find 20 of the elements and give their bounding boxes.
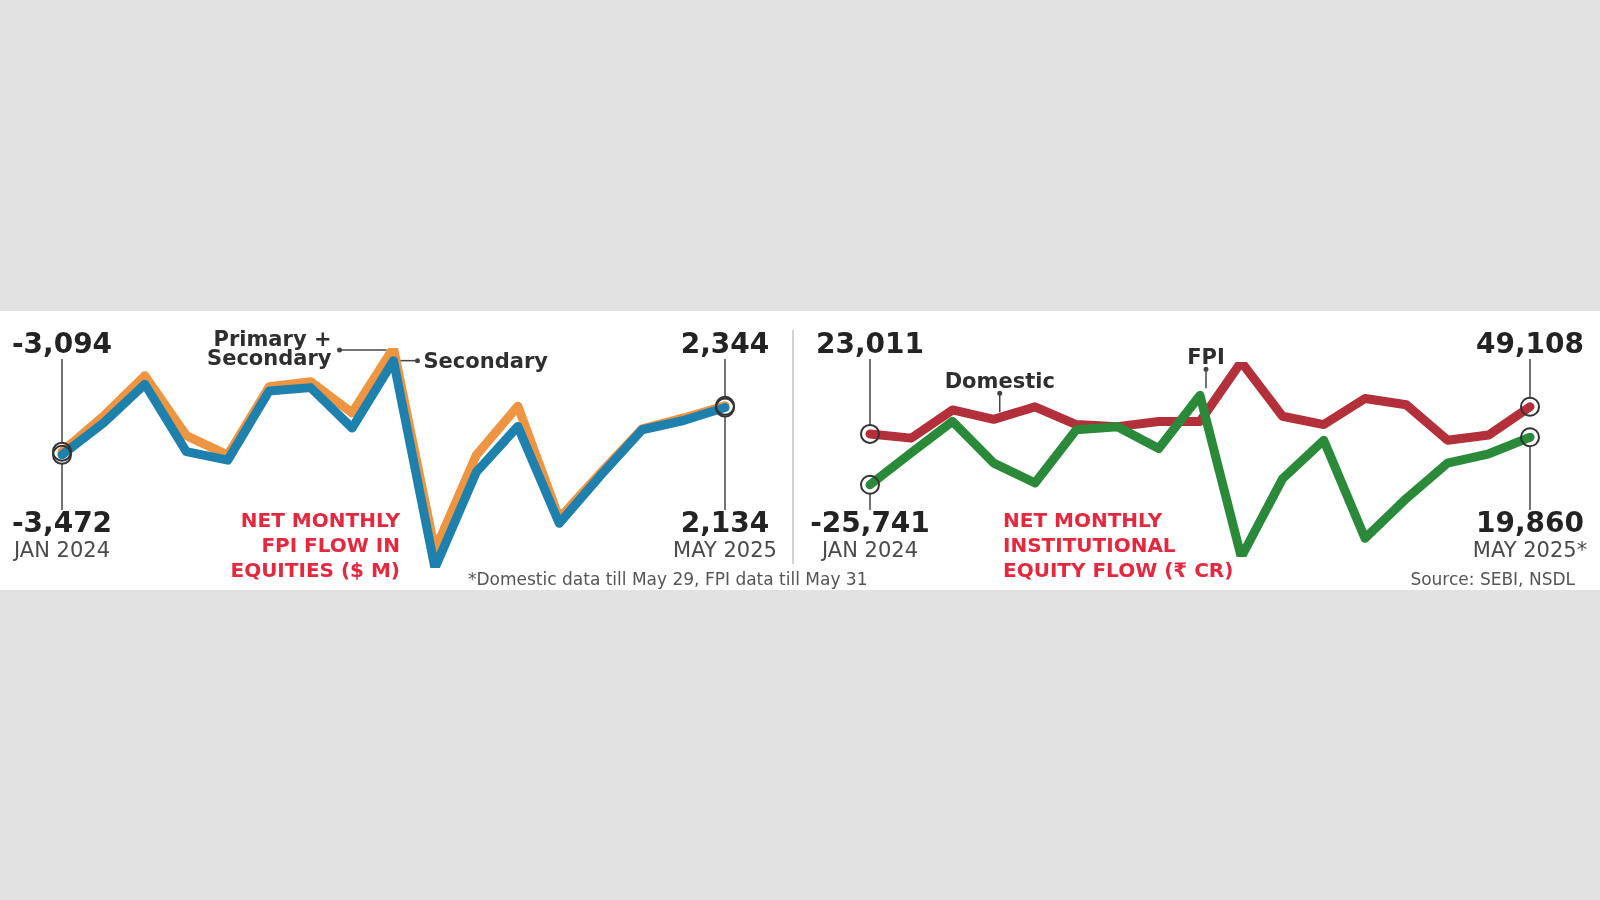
series-label: Primary + Secondary <box>207 327 332 370</box>
data-label: 2,344 <box>680 327 770 360</box>
text: *Domestic data till May 29, FPI data till May 31 <box>468 569 868 589</box>
data-label: -3,472 <box>11 506 113 539</box>
x-tick-label: JAN 2024 <box>819 538 919 562</box>
data-label: -25,741 <box>810 506 930 539</box>
data-label: 23,011 <box>815 327 925 360</box>
data-label: 19,860 <box>1475 506 1585 539</box>
series-label: Secondary <box>423 348 549 373</box>
x-tick-label: JAN 2024 <box>11 538 111 562</box>
text: NET MONTHLY INSTITUTIONAL EQUITY FLOW (₹ CR) <box>1003 508 1235 583</box>
data-label: 2,134 <box>680 506 770 539</box>
source-note: Source: SEBI, NSDL <box>1410 569 1575 589</box>
data-label: 49,108 <box>1475 327 1585 360</box>
series-label: FPI <box>1187 345 1225 370</box>
text: NET MONTHLY FPI FLOW IN EQUITIES ($ M) <box>229 508 400 583</box>
data-label: -3,094 <box>11 327 113 360</box>
series-label: Domestic <box>944 369 1055 394</box>
x-tick-label: MAY 2025* <box>1472 538 1588 562</box>
x-tick-label: MAY 2025 <box>673 538 777 562</box>
